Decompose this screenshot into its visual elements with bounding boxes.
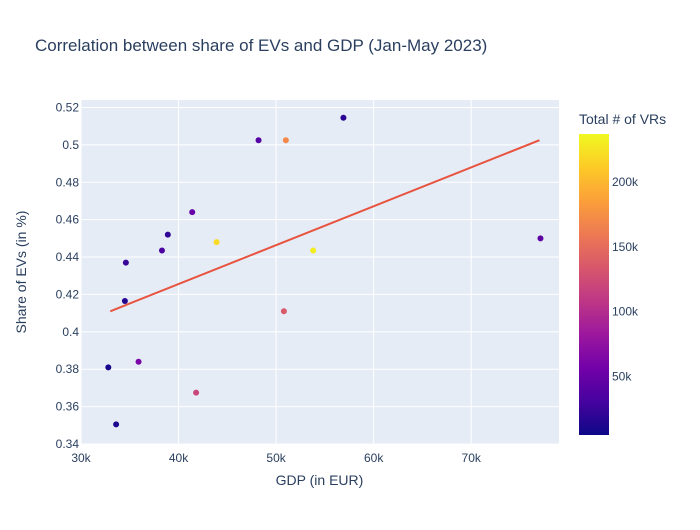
scatter-point xyxy=(164,231,171,238)
x-tick-label: 40k xyxy=(169,451,189,465)
scatter-points xyxy=(105,114,544,428)
y-tick-label: 0.48 xyxy=(56,175,80,189)
x-tick-label: 30k xyxy=(71,451,91,465)
scatter-point xyxy=(255,137,262,144)
y-tick-label: 0.46 xyxy=(56,213,80,227)
scatter-point xyxy=(537,235,544,242)
chart-title: Correlation between share of EVs and GDP… xyxy=(35,36,487,55)
scatter-point xyxy=(189,209,196,216)
trendline xyxy=(109,139,540,313)
colorbar-tick-label: 200k xyxy=(612,175,639,189)
scatter-point xyxy=(280,308,287,315)
scatter-point xyxy=(310,247,317,254)
scatter-point xyxy=(193,389,200,396)
y-tick-label: 0.5 xyxy=(62,138,79,152)
x-tick-label: 70k xyxy=(462,451,482,465)
colorbar-tick-label: 150k xyxy=(612,240,639,254)
y-axis-ticks: 0.34 0.36 0.38 0.4 0.42 0.44 0.46 0.48 0.5 0.52 xyxy=(56,100,80,451)
y-axis-label: Share of EVs (in %) xyxy=(13,211,29,334)
scatter-point xyxy=(121,297,128,304)
y-tick-label: 0.4 xyxy=(62,325,79,339)
scatter-point xyxy=(158,247,165,254)
plot-area xyxy=(81,100,559,444)
scatter-point xyxy=(213,239,220,246)
y-tick-label: 0.52 xyxy=(56,100,80,114)
scatter-point xyxy=(135,358,142,365)
trendline-group xyxy=(109,139,540,313)
scatter-point xyxy=(282,137,289,144)
y-tick-label: 0.38 xyxy=(56,362,80,376)
y-tick-label: 0.34 xyxy=(56,437,80,451)
colorbar xyxy=(579,134,609,435)
scatter-point xyxy=(113,421,120,428)
x-axis-ticks: 30k 40k 50k 60k 70k xyxy=(71,451,482,465)
x-tick-label: 60k xyxy=(364,451,384,465)
x-axis-label: GDP (in EUR) xyxy=(276,472,364,488)
x-tick-label: 50k xyxy=(266,451,286,465)
colorbar-title: Total # of VRs xyxy=(579,111,666,127)
scatter-point xyxy=(340,114,347,121)
colorbar-tick-label: 100k xyxy=(612,305,639,319)
scatter-point xyxy=(122,259,129,266)
y-tick-label: 0.44 xyxy=(56,250,80,264)
colorbar-ticks: 50k 100k 150k 200k xyxy=(612,175,639,384)
y-tick-label: 0.42 xyxy=(56,287,80,301)
colorbar-tick-label: 50k xyxy=(612,370,632,384)
grid-lines xyxy=(80,100,559,445)
y-tick-label: 0.36 xyxy=(56,400,80,414)
scatter-point xyxy=(105,364,112,371)
